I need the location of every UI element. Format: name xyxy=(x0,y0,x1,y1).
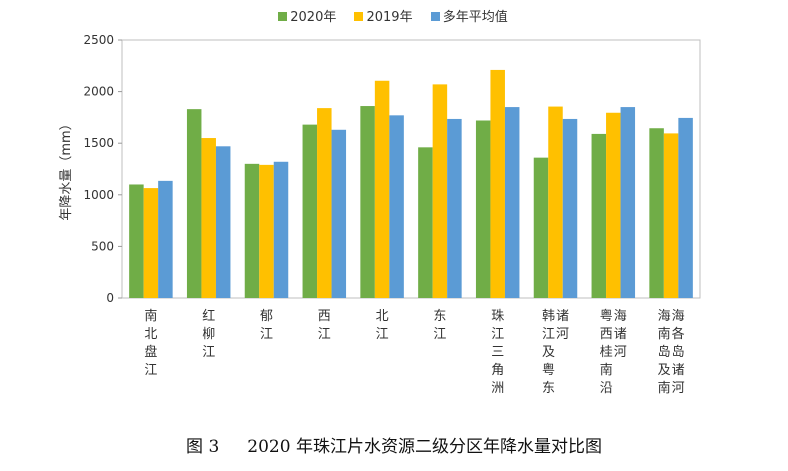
bar-1-5 xyxy=(432,84,448,298)
bar-2-9 xyxy=(678,117,693,298)
x-category-label: 海南岛及南 xyxy=(658,309,671,396)
x-category-label: 东江 xyxy=(433,309,446,342)
bar-2-0 xyxy=(158,180,173,298)
legend-swatch-average xyxy=(430,12,440,21)
bar-1-1 xyxy=(201,138,216,298)
legend-item-average: 多年平均值 xyxy=(430,6,508,25)
x-category-label: 郁江 xyxy=(260,309,273,342)
bar-0-7 xyxy=(533,157,549,298)
precipitation-bar-chart: 0 500 1000 1500 2000 2500 年降水量（mm） 南北盘江 红柳江 郁江 西江 北… xyxy=(59,33,701,396)
y-tick-label: 2000 xyxy=(83,85,114,99)
x-category-label: 韩江及粤东 xyxy=(542,309,555,396)
bar-0-6 xyxy=(475,120,491,298)
x-category-label: 西江 xyxy=(318,309,331,342)
bar-2-7 xyxy=(562,118,578,298)
legend-swatch-2019 xyxy=(354,12,364,21)
chart-legend: 2020年 2019年 多年平均值 xyxy=(0,6,788,25)
x-category-label: 北江 xyxy=(376,309,389,342)
x-category-label: 海各岛诸河 xyxy=(672,309,685,396)
bar-0-4 xyxy=(360,106,375,298)
bar-0-3 xyxy=(302,124,318,299)
bar-2-3 xyxy=(331,129,347,298)
legend-label-average: 多年平均值 xyxy=(442,10,508,25)
bar-2-2 xyxy=(273,161,289,298)
bar-1-8 xyxy=(606,112,621,298)
y-axis-label: 年降水量（mm） xyxy=(59,117,74,220)
figure-caption: 图 3 2020 年珠江片水资源二级分区年降水量对比图 xyxy=(0,432,788,457)
bar-0-8 xyxy=(591,133,607,298)
bar-1-0 xyxy=(143,188,159,298)
plot-area-border xyxy=(121,39,701,299)
bar-2-5 xyxy=(447,118,462,298)
bar-0-2 xyxy=(244,163,260,298)
caption-title: 2020 年珠江片水资源二级分区年降水量对比图 xyxy=(247,437,602,457)
y-tick-label: 2500 xyxy=(83,33,114,47)
bar-0-1 xyxy=(186,109,202,298)
y-tick-label: 1000 xyxy=(83,188,114,202)
legend-item-2020: 2020年 xyxy=(278,6,336,25)
bar-2-4 xyxy=(389,115,404,298)
y-tick-label: 500 xyxy=(91,239,114,253)
caption-figure-number: 图 3 xyxy=(186,437,220,457)
bar-2-8 xyxy=(620,107,636,298)
x-category-label: 珠江三角洲 xyxy=(491,309,504,396)
y-tick-label: 0 xyxy=(106,291,114,305)
bar-1-7 xyxy=(548,106,563,299)
x-category-label: 南北盘江 xyxy=(144,308,157,378)
bar-1-2 xyxy=(259,164,274,298)
bar-1-6 xyxy=(490,69,505,298)
x-category-label: 红柳江 xyxy=(202,308,215,360)
y-tick-label: 1500 xyxy=(83,136,114,150)
bar-0-0 xyxy=(129,184,144,298)
bar-0-5 xyxy=(418,147,433,298)
legend-item-2019: 2019年 xyxy=(354,6,413,25)
legend-swatch-2020 xyxy=(278,12,288,21)
bar-1-4 xyxy=(374,80,390,298)
legend-label-2020: 2020年 xyxy=(290,10,337,25)
x-category-label: 粤西桂南沿 xyxy=(600,308,613,396)
x-category-label: 海诸河 xyxy=(614,309,627,360)
bar-1-3 xyxy=(317,108,332,298)
bar-0-9 xyxy=(649,128,664,298)
bar-2-1 xyxy=(215,146,231,298)
x-category-label: 诸河 xyxy=(556,309,569,342)
bar-1-9 xyxy=(663,133,679,298)
bar-2-6 xyxy=(504,107,520,298)
legend-label-2019: 2019年 xyxy=(366,10,413,25)
